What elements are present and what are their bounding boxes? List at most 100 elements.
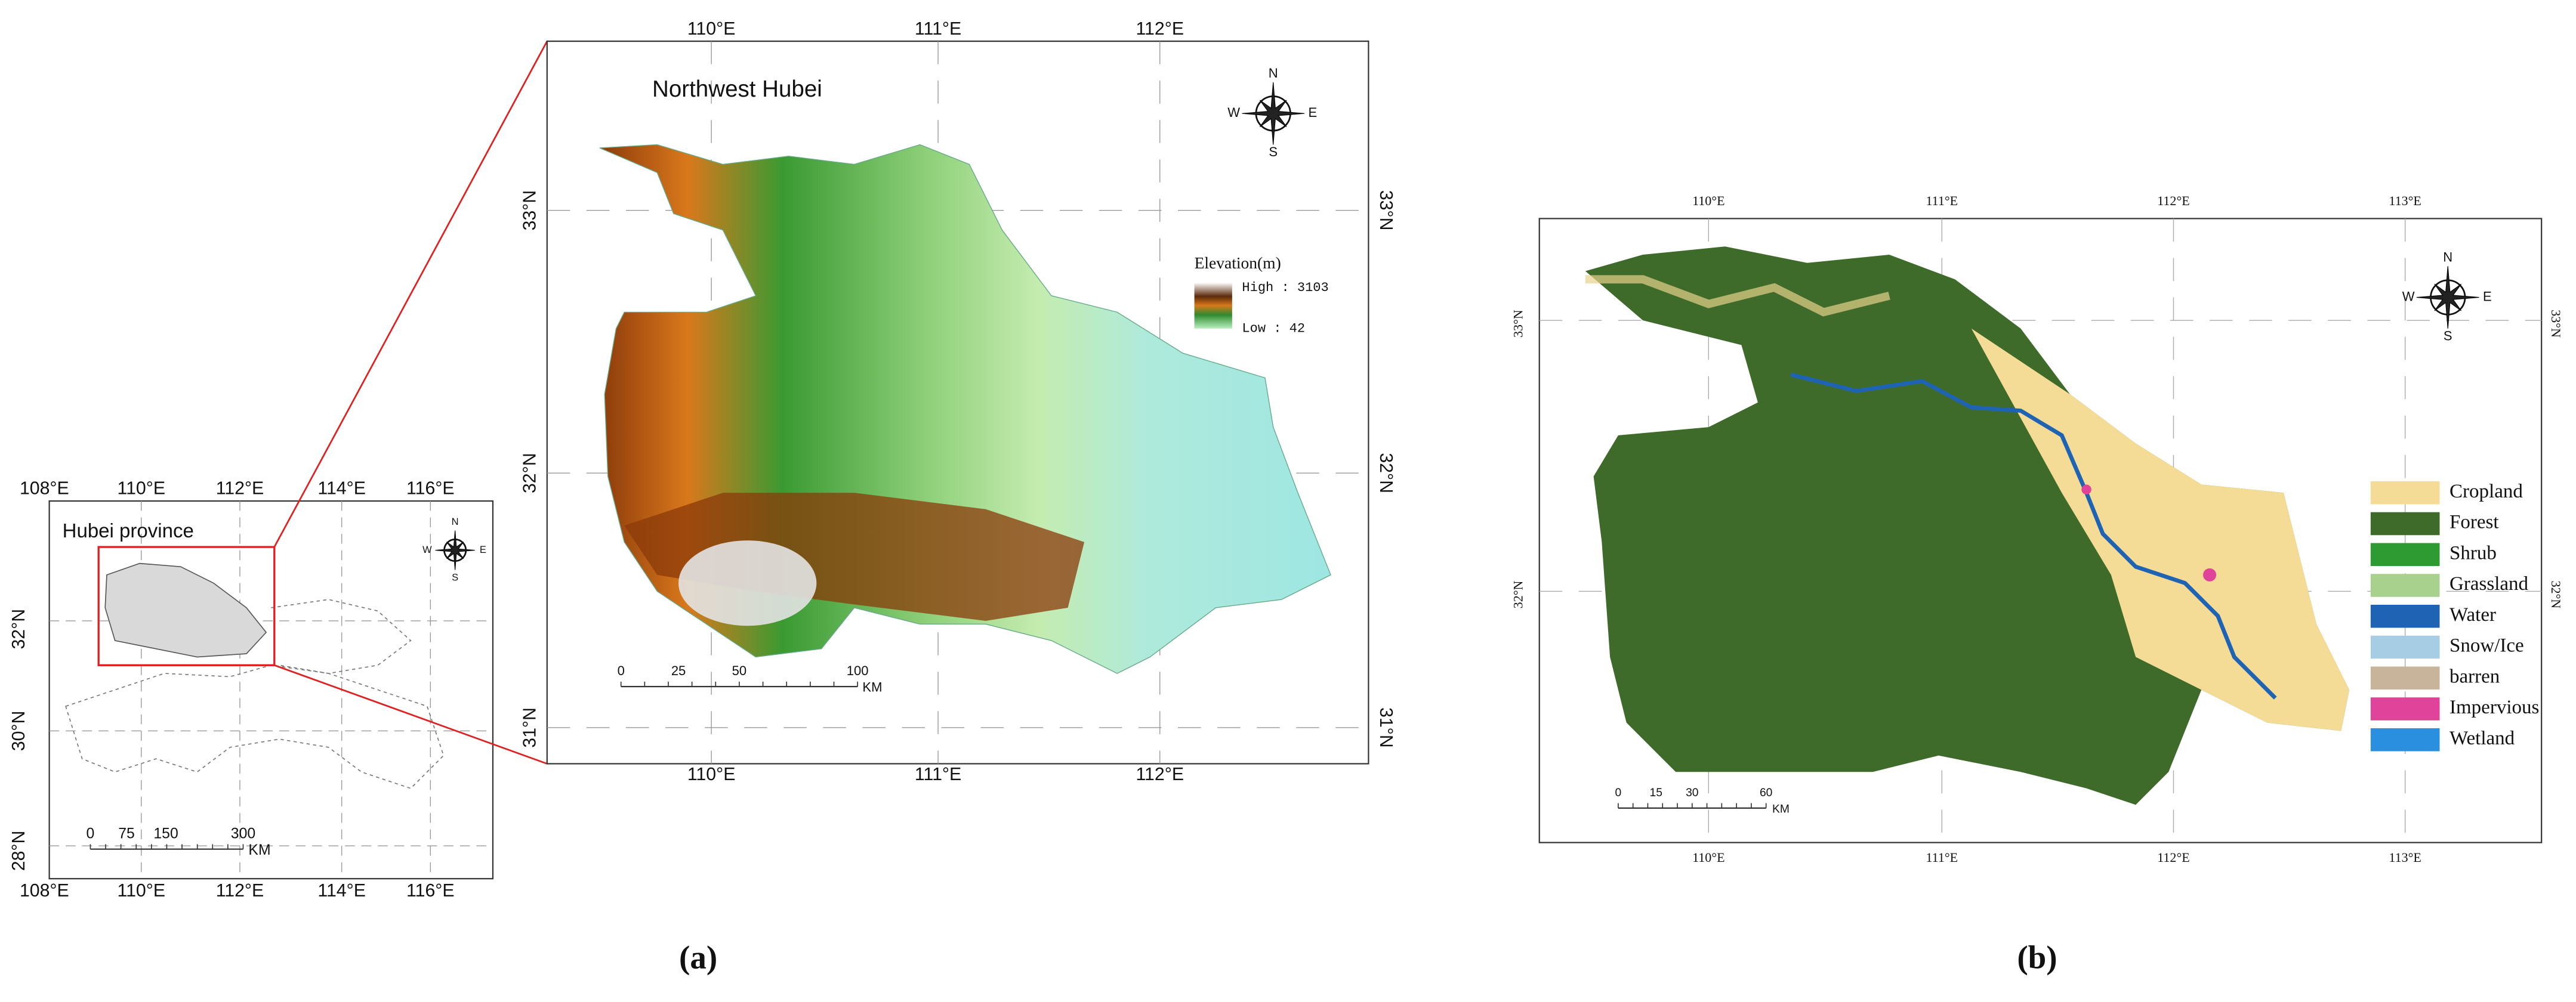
compass-n: N <box>1269 66 1278 81</box>
lat-label: 33°N <box>1376 190 1396 231</box>
study-area-box <box>97 546 276 666</box>
lon-label: 111°E <box>915 765 961 784</box>
legend-title: Elevation(m) <box>1195 253 1281 272</box>
lon-label: 108°E <box>20 881 69 901</box>
lon-label: 114°E <box>317 479 366 499</box>
legend-label: Shrub <box>2449 542 2497 564</box>
lon-label: 110°E <box>118 479 166 499</box>
legend-label: Snow/Ice <box>2449 635 2524 657</box>
compass-star <box>2416 266 2479 329</box>
high-elevation-band <box>624 493 1085 621</box>
lat-label: 33°N <box>1511 310 1526 338</box>
scale-label: 100 <box>847 663 869 678</box>
zoom-line <box>273 41 548 548</box>
compass-e: E <box>2483 289 2492 304</box>
compass-w: W <box>422 545 432 555</box>
legend-swatch <box>2370 512 2440 536</box>
lat-label: 32°N <box>2549 581 2563 609</box>
lon-label: 111°E <box>1926 193 1958 208</box>
caption: (b) <box>2017 939 2057 976</box>
legend-label: Water <box>2449 604 2496 626</box>
lat-label: 32°N <box>9 609 29 650</box>
cropland-strip <box>1585 275 1890 317</box>
lon-label: 110°E <box>118 881 166 901</box>
lat-label: 32°N <box>520 453 539 493</box>
lon-label: 116°E <box>406 881 455 901</box>
compass-e: E <box>1308 105 1317 120</box>
scale-unit: KM <box>862 680 882 695</box>
lon-label: 110°E <box>1692 850 1724 865</box>
compass-e: E <box>480 545 486 555</box>
zoom-line <box>274 664 548 765</box>
main-title: Northwest Hubei <box>652 76 822 102</box>
legend-label: Wetland <box>2449 728 2515 749</box>
legend-low: Low : 42 <box>1242 321 1305 336</box>
legend-label: Impervious <box>2449 697 2539 718</box>
inset-frame <box>48 500 494 880</box>
elevation-ramp <box>1194 282 1232 329</box>
legend-swatch <box>2370 543 2440 567</box>
compass-s: S <box>452 573 458 583</box>
lat-label: 32°N <box>1511 580 1526 608</box>
legend-swatch <box>2370 605 2440 628</box>
lat-label: 33°N <box>520 190 539 231</box>
lon-label: 112°E <box>1136 19 1184 39</box>
scale-label: 60 <box>1760 787 1772 799</box>
legend-swatch <box>2370 697 2440 720</box>
lon-label: 113°E <box>2389 193 2421 208</box>
scale-label: 30 <box>1686 787 1698 799</box>
lon-label: 110°E <box>687 765 736 784</box>
scale-label: 50 <box>732 663 747 678</box>
lon-label: 111°E <box>915 19 961 39</box>
lon-label: 114°E <box>317 881 366 901</box>
legend-label: Grassland <box>2449 573 2529 595</box>
legend-swatch <box>2370 666 2440 690</box>
lon-label: 110°E <box>687 19 736 39</box>
lat-label: 31°N <box>1376 707 1396 748</box>
lon-label: 110°E <box>1692 193 1724 208</box>
scale-label: 150 <box>153 825 178 842</box>
scale-label: 0 <box>1615 787 1622 799</box>
scale-unit: KM <box>1772 803 1790 816</box>
inset-title: Hubei province <box>63 519 194 542</box>
legend-swatch <box>2370 728 2440 752</box>
compass-n: N <box>2443 249 2452 264</box>
compass-star <box>435 530 475 570</box>
scale-unit: KM <box>248 842 270 858</box>
compass-star <box>1242 82 1305 145</box>
lon-label: 112°E <box>216 479 264 499</box>
compass-n: N <box>452 517 459 527</box>
scale-label: 75 <box>118 825 135 842</box>
hubei-region <box>104 562 267 658</box>
cropland-area <box>1971 328 2350 731</box>
scale-label: 15 <box>1649 787 1662 799</box>
lon-label: 112°E <box>2157 850 2189 865</box>
legend-swatch <box>2370 481 2440 505</box>
lat-label: 31°N <box>520 707 539 748</box>
lat-label: 32°N <box>1376 453 1396 493</box>
compass-w: W <box>1227 105 1240 120</box>
scale-label: 0 <box>618 663 625 678</box>
urban-area <box>2081 484 2091 494</box>
legend-label: Cropland <box>2449 481 2523 502</box>
compass-w: W <box>2402 289 2415 304</box>
lon-label: 113°E <box>2389 850 2421 865</box>
compass-s: S <box>1269 144 1278 159</box>
urban-area <box>2203 568 2217 582</box>
lat-label: 28°N <box>9 831 29 871</box>
legend-swatch <box>2370 635 2440 659</box>
lat-label: 30°N <box>9 711 29 752</box>
legend-swatch <box>2370 574 2440 597</box>
province-borders <box>65 599 445 789</box>
lon-label: 111°E <box>1926 850 1958 865</box>
scale-label: 0 <box>87 825 95 842</box>
lon-label: 112°E <box>2157 193 2189 208</box>
legend-high: High : 3103 <box>1242 280 1328 295</box>
legend-label: Forest <box>2449 512 2499 533</box>
lon-label: 112°E <box>1136 765 1184 784</box>
compass-s: S <box>2444 328 2452 343</box>
legend-label: barren <box>2449 666 2500 687</box>
lat-label: 33°N <box>2549 310 2563 338</box>
